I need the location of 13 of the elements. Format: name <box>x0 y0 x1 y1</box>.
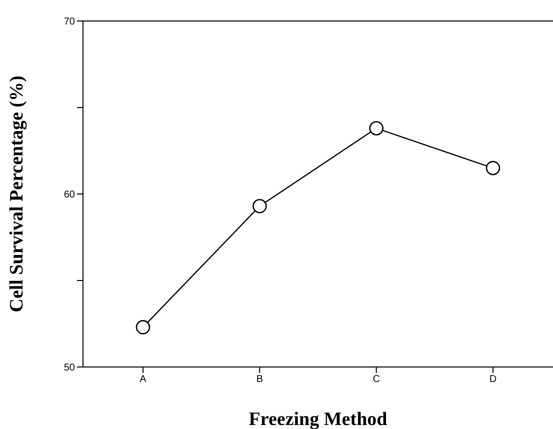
point <box>252 198 267 214</box>
y-tick-label: 60 <box>64 190 76 201</box>
y-tick-label: 70 <box>64 16 76 28</box>
point <box>136 320 150 334</box>
y-axis-title: Cell Survival Percentage (%) <box>6 76 28 312</box>
x-tick-label: A <box>140 374 147 386</box>
point <box>369 121 384 136</box>
y-tick-label: 50 <box>64 362 76 374</box>
x-tick-label: C <box>372 374 380 386</box>
x-axis-title: Freezing Method <box>248 409 388 429</box>
point <box>486 160 500 176</box>
x-tick-label: D <box>489 374 497 386</box>
x-tick-label: B <box>256 374 264 386</box>
